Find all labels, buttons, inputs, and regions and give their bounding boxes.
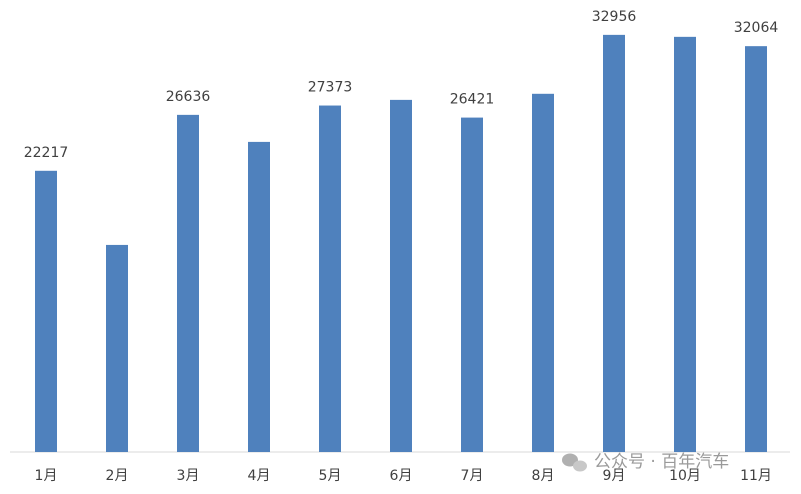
- x-tick-label: 3月: [177, 468, 200, 484]
- bar: [674, 36, 696, 453]
- bar: [461, 117, 483, 452]
- bar: [177, 114, 199, 452]
- x-tick-label: 8月: [532, 468, 555, 484]
- bar: [745, 46, 767, 452]
- watermark-text: 公众号 · 百年汽车: [594, 452, 729, 472]
- bar: [603, 34, 625, 452]
- data-label: 32064: [734, 20, 779, 36]
- data-label: 22217: [24, 145, 69, 161]
- x-tick-label: 4月: [248, 468, 271, 484]
- bar: [532, 93, 554, 452]
- bar: [35, 170, 57, 452]
- x-tick-label: 5月: [319, 468, 342, 484]
- bar: [390, 99, 412, 452]
- data-label: 26421: [450, 92, 495, 108]
- bar: [248, 141, 270, 452]
- x-tick-label: 10月: [669, 468, 701, 484]
- x-tick-label: 2月: [106, 468, 129, 484]
- watermark-icon: [573, 460, 587, 472]
- x-tick-label: 7月: [461, 468, 484, 484]
- data-label: 26636: [166, 89, 211, 105]
- bar: [319, 105, 341, 453]
- x-tick-label: 1月: [35, 468, 58, 484]
- x-tick-label: 6月: [390, 468, 413, 484]
- data-label: 27373: [308, 80, 353, 96]
- x-tick-label: 11月: [740, 468, 772, 484]
- watermark: 公众号 · 百年汽车: [562, 452, 729, 472]
- x-tick-label: 9月: [603, 468, 626, 484]
- data-label: 32956: [592, 9, 637, 25]
- bar: [106, 244, 128, 452]
